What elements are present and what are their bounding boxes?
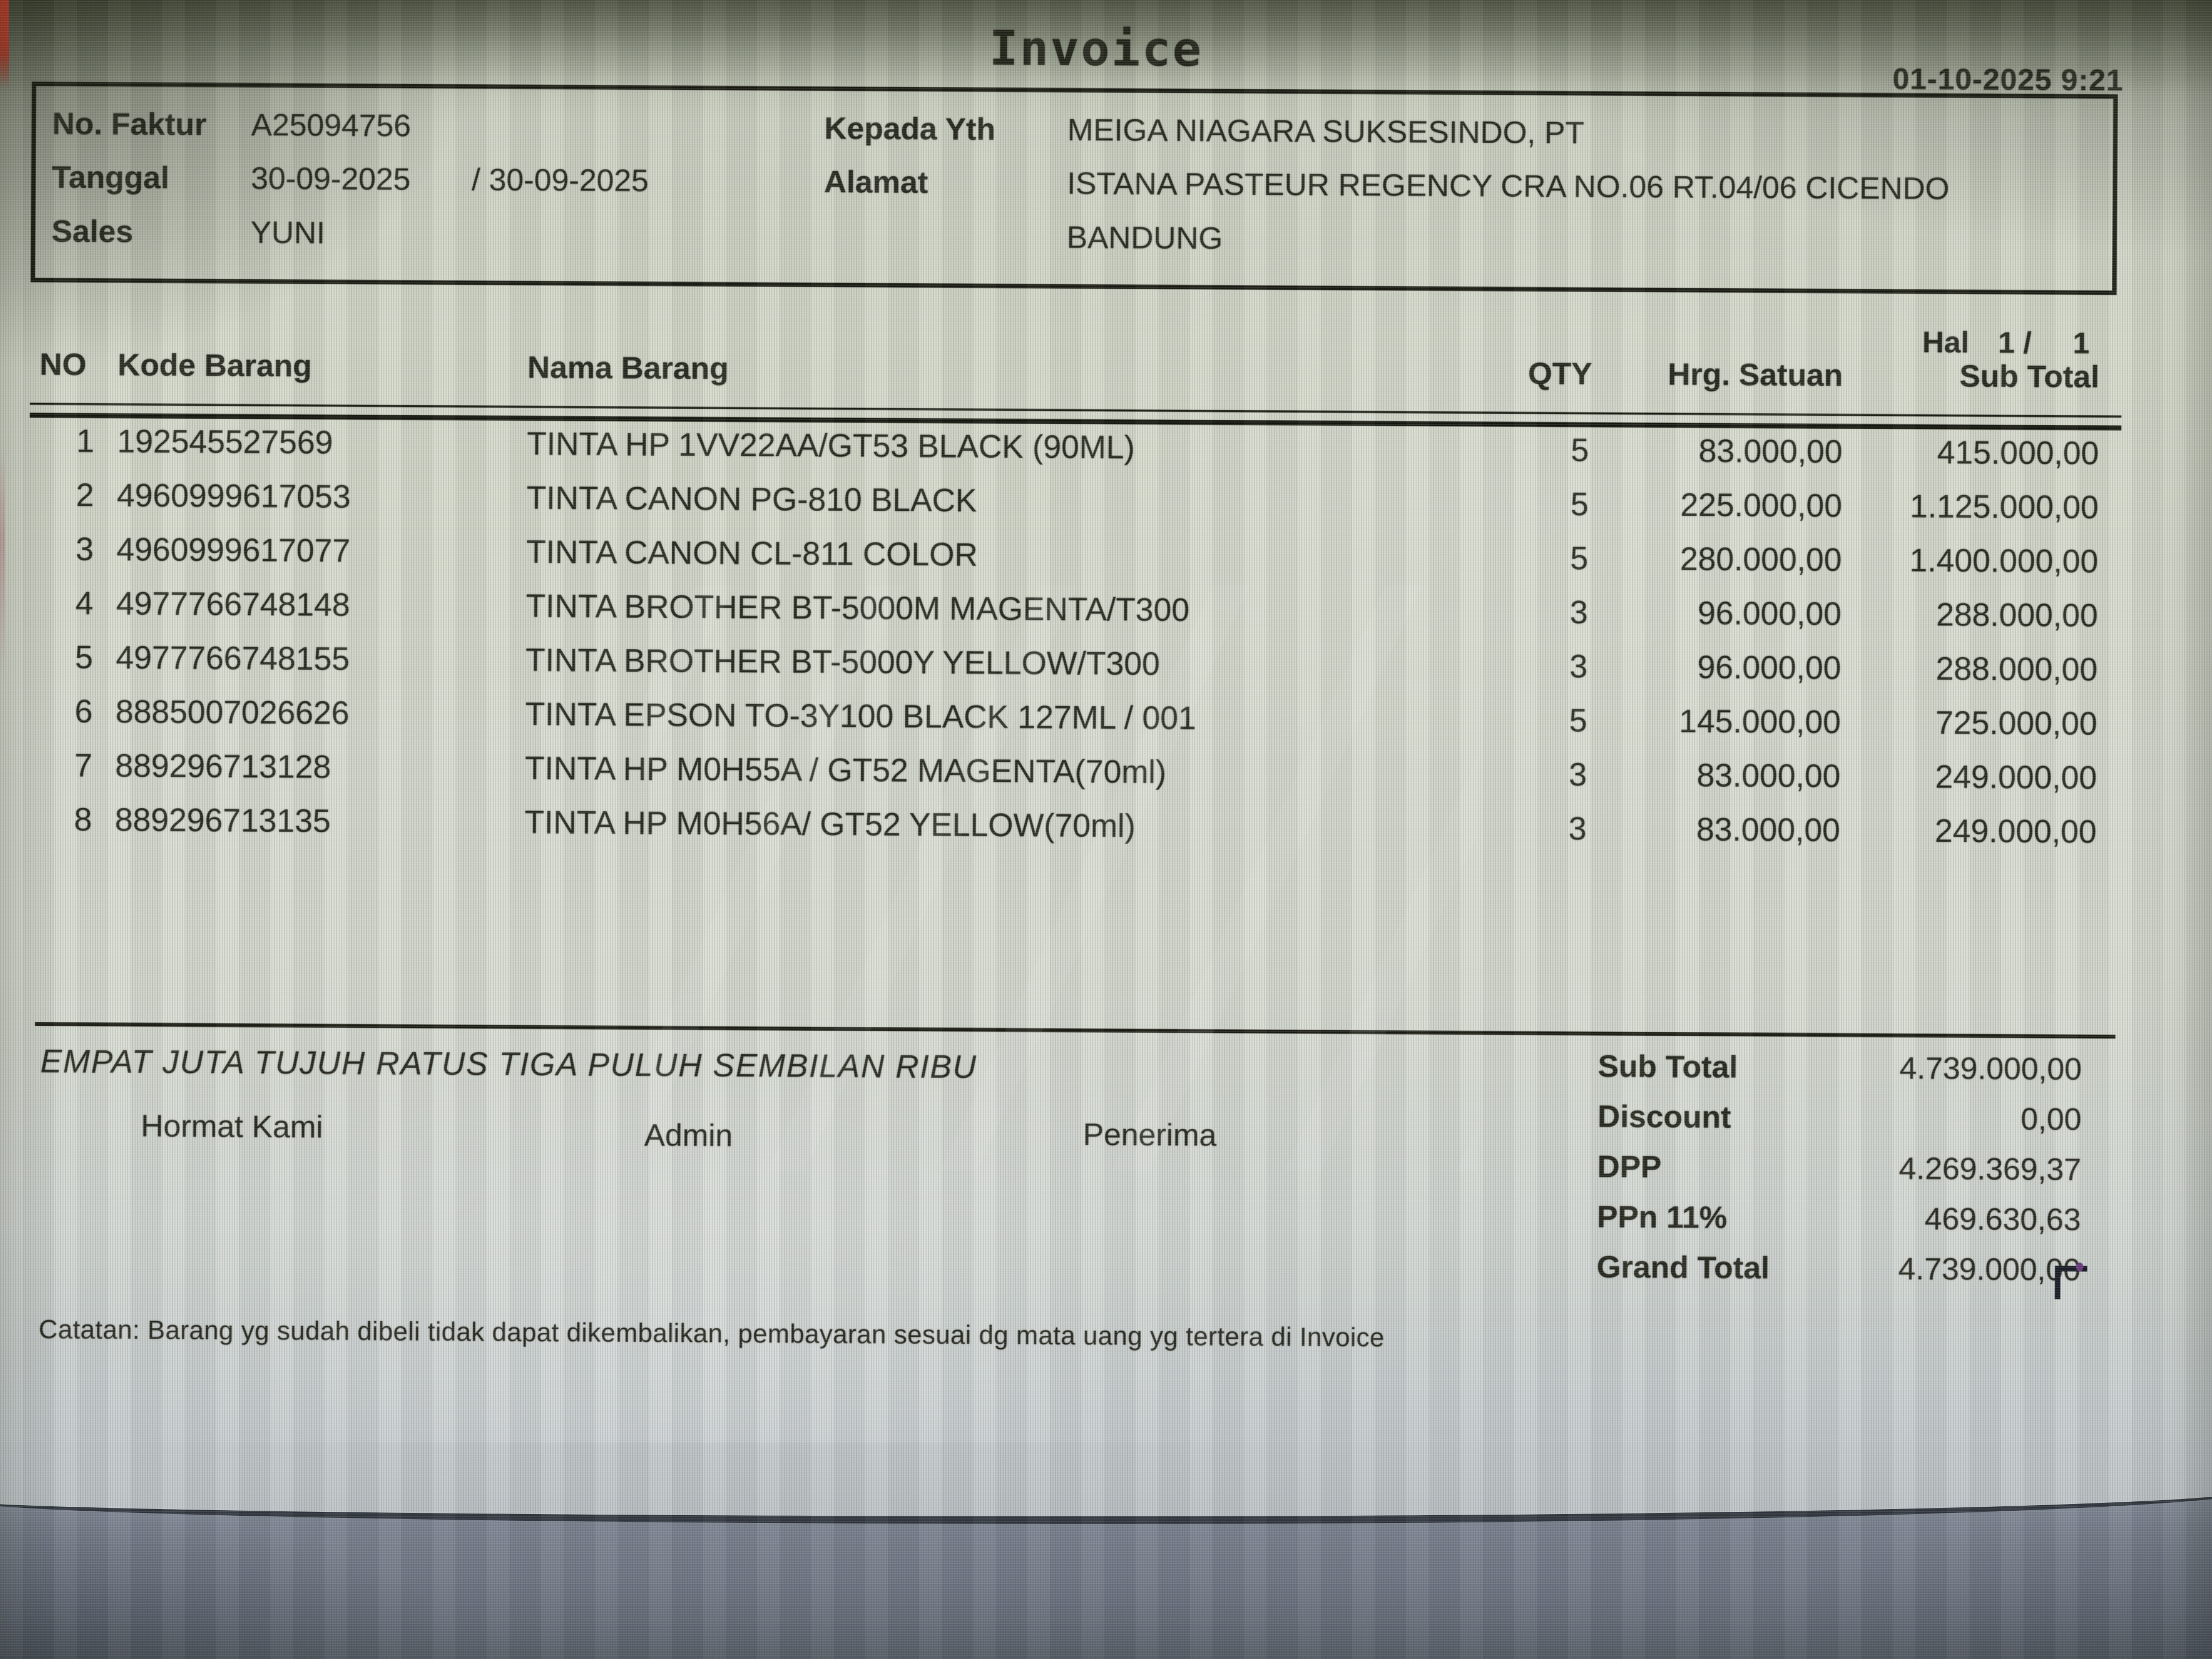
- col-header-kode: Kode Barang: [117, 346, 312, 383]
- item-kode: 4977766748155: [115, 639, 350, 677]
- no-faktur-value: A25094756: [251, 106, 411, 143]
- item-hrg-satuan: 83.000,00: [1698, 433, 1843, 470]
- item-sub-total: 1.400.000,00: [1909, 542, 2099, 580]
- item-no: 3: [75, 531, 94, 568]
- footer-note: Catatan: Barang yg sudah dibeli tidak da…: [38, 1314, 1385, 1352]
- item-kode: 4960999617053: [117, 477, 351, 515]
- item-no: 7: [74, 747, 93, 784]
- item-qty: 5: [1569, 702, 1588, 739]
- totals-value: 4.739.000,00: [1899, 1050, 2082, 1086]
- item-kode: 4960999617077: [116, 531, 351, 569]
- item-sub-total: 288.000,00: [1936, 651, 2098, 688]
- totals-row: Discount 0,00: [1597, 1098, 2082, 1151]
- kepada-label: Kepada Yth: [824, 110, 996, 147]
- col-header-qty: QTY: [1527, 355, 1593, 391]
- item-no: 8: [74, 801, 93, 838]
- totals-label: Discount: [1597, 1098, 1731, 1135]
- invoice-title: Invoice: [989, 20, 1204, 78]
- item-hrg-satuan: 225.000,00: [1680, 487, 1842, 525]
- item-qty: 3: [1568, 811, 1587, 847]
- col-header-hrg-satuan: Hrg. Satuan: [1667, 356, 1844, 392]
- item-kode: 889296713128: [115, 748, 331, 785]
- screen-dot-artifact: [2076, 1262, 2084, 1272]
- item-no: 5: [75, 639, 93, 676]
- item-nama: TINTA CANON PG-810 BLACK: [526, 479, 977, 519]
- totals-label: Sub Total: [1598, 1048, 1738, 1085]
- totals-label: DPP: [1597, 1148, 1662, 1185]
- item-qty: 3: [1569, 756, 1587, 793]
- tanggal-due-value: / 30-09-2025: [471, 162, 649, 198]
- item-sub-total: 1.125.000,00: [1909, 488, 2099, 526]
- item-hrg-satuan: 83.000,00: [1696, 811, 1841, 849]
- col-header-sub-total: Sub Total: [1959, 357, 2100, 394]
- sales-value: YUNI: [250, 214, 326, 250]
- item-nama: TINTA CANON CL-811 COLOR: [526, 533, 978, 573]
- customer-name: MEIGA NIAGARA SUKSESINDO, PT: [1067, 111, 1585, 151]
- item-kode: 4977766748148: [116, 585, 350, 623]
- item-hrg-satuan: 145.000,00: [1679, 703, 1841, 741]
- item-kode: 8885007026626: [115, 693, 350, 731]
- item-sub-total: 249.000,00: [1935, 759, 2097, 797]
- totals-label: PPn 11%: [1597, 1199, 1728, 1235]
- totals-value: 4.739.000,00: [1898, 1250, 2081, 1287]
- left-edge-pink-artifact: [0, 446, 5, 680]
- no-faktur-label: No. Faktur: [52, 105, 207, 142]
- sales-label: Sales: [51, 213, 134, 249]
- items-table-body: 1 192545527569 TINTA HP 1VV22AA/GT53 BLA…: [28, 414, 2099, 859]
- totals-value: 4.269.369,37: [1899, 1150, 2082, 1187]
- col-header-nama: Nama Barang: [527, 349, 729, 386]
- item-qty: 3: [1569, 594, 1588, 631]
- tanggal-value: 30-09-2025: [250, 160, 411, 197]
- amount-in-words: EMPAT JUTA TUJUH RATUS TIGA PULUH SEMBIL…: [40, 1043, 978, 1085]
- item-nama: TINTA HP M0H55A / GT52 MAGENTA(70ml): [525, 750, 1167, 790]
- item-kode: 192545527569: [117, 423, 333, 461]
- totals-value: 0,00: [2020, 1101, 2082, 1137]
- item-no: 6: [74, 693, 93, 730]
- col-header-no: NO: [39, 346, 87, 382]
- totals-block: Sub Total 4.739.000,00 Discount 0,00 DPP…: [1597, 1048, 2082, 1302]
- customer-address-line2: BANDUNG: [1066, 219, 1223, 256]
- totals-label: Grand Total: [1596, 1249, 1770, 1286]
- left-edge-red-artifact: [0, 0, 9, 89]
- item-kode: 889296713135: [114, 802, 331, 840]
- totals-row: PPn 11% 469.630,63: [1597, 1199, 2081, 1251]
- item-qty: 5: [1570, 432, 1589, 469]
- signature-hormat-kami: Hormat Kami: [140, 1108, 323, 1144]
- item-nama: TINTA HP 1VV22AA/GT53 BLACK (90ML): [526, 425, 1135, 466]
- totals-row: DPP 4.269.369,37: [1597, 1148, 2082, 1201]
- alamat-label: Alamat: [823, 164, 928, 200]
- item-nama: TINTA EPSON TO-3Y100 BLACK 127ML / 001: [525, 696, 1196, 737]
- item-nama: TINTA BROTHER BT-5000M MAGENTA/T300: [526, 588, 1190, 629]
- totals-value: 469.630,63: [1924, 1201, 2081, 1237]
- item-no: 4: [75, 585, 94, 622]
- item-sub-total: 288.000,00: [1936, 596, 2098, 634]
- item-hrg-satuan: 96.000,00: [1697, 649, 1841, 687]
- tanggal-label: Tanggal: [51, 159, 169, 195]
- item-no: 2: [76, 477, 94, 514]
- totals-row: Grand Total 4.739.000,00: [1597, 1249, 2081, 1302]
- customer-address-line1: ISTANA PASTEUR REGENCY CRA NO.06 RT.04/0…: [1066, 165, 1950, 206]
- signature-admin: Admin: [644, 1117, 733, 1153]
- item-hrg-satuan: 83.000,00: [1696, 757, 1841, 795]
- item-sub-total: 725.000,00: [1935, 705, 2098, 743]
- item-qty: 5: [1570, 540, 1589, 577]
- totals-divider-rule: [35, 1022, 2116, 1039]
- item-nama: TINTA HP M0H56A/ GT52 YELLOW(70ml): [524, 804, 1136, 845]
- item-sub-total: 415.000,00: [1937, 434, 2099, 472]
- item-qty: 5: [1570, 486, 1589, 523]
- signature-penerima: Penerima: [1083, 1116, 1217, 1153]
- item-qty: 3: [1569, 648, 1588, 685]
- screen-corner-artifact: [2054, 1265, 2088, 1299]
- totals-row: Sub Total 4.739.000,00: [1598, 1048, 2082, 1101]
- item-nama: TINTA BROTHER BT-5000Y YELLOW/T300: [525, 642, 1160, 682]
- print-datetime: 01-10-2025 9:21: [1892, 62, 2124, 98]
- item-sub-total: 249.000,00: [1934, 813, 2097, 851]
- item-hrg-satuan: 280.000,00: [1680, 541, 1842, 579]
- item-no: 1: [76, 423, 95, 460]
- table-header: NO Kode Barang Nama Barang QTY Hrg. Satu…: [31, 341, 2099, 399]
- item-hrg-satuan: 96.000,00: [1697, 595, 1842, 633]
